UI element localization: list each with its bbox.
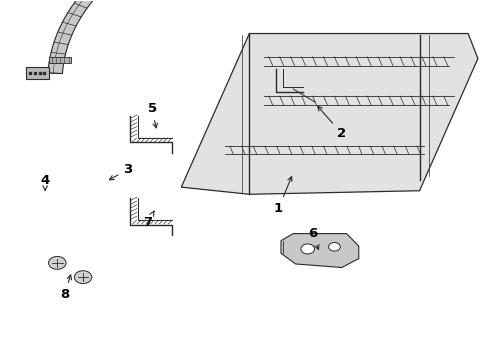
Polygon shape — [48, 0, 213, 73]
Text: 7: 7 — [142, 211, 154, 229]
Bar — [49, 57, 71, 63]
Text: 4: 4 — [41, 174, 50, 190]
Text: 3: 3 — [109, 163, 132, 180]
Text: 5: 5 — [147, 102, 157, 128]
Polygon shape — [181, 33, 477, 194]
Circle shape — [74, 271, 92, 284]
Text: 6: 6 — [307, 227, 318, 249]
Text: 1: 1 — [273, 176, 291, 215]
Text: 2: 2 — [317, 106, 346, 140]
Bar — [26, 67, 49, 79]
Circle shape — [328, 243, 340, 251]
Circle shape — [48, 256, 66, 269]
Text: 8: 8 — [60, 275, 71, 301]
Circle shape — [300, 244, 314, 254]
Polygon shape — [281, 234, 358, 267]
